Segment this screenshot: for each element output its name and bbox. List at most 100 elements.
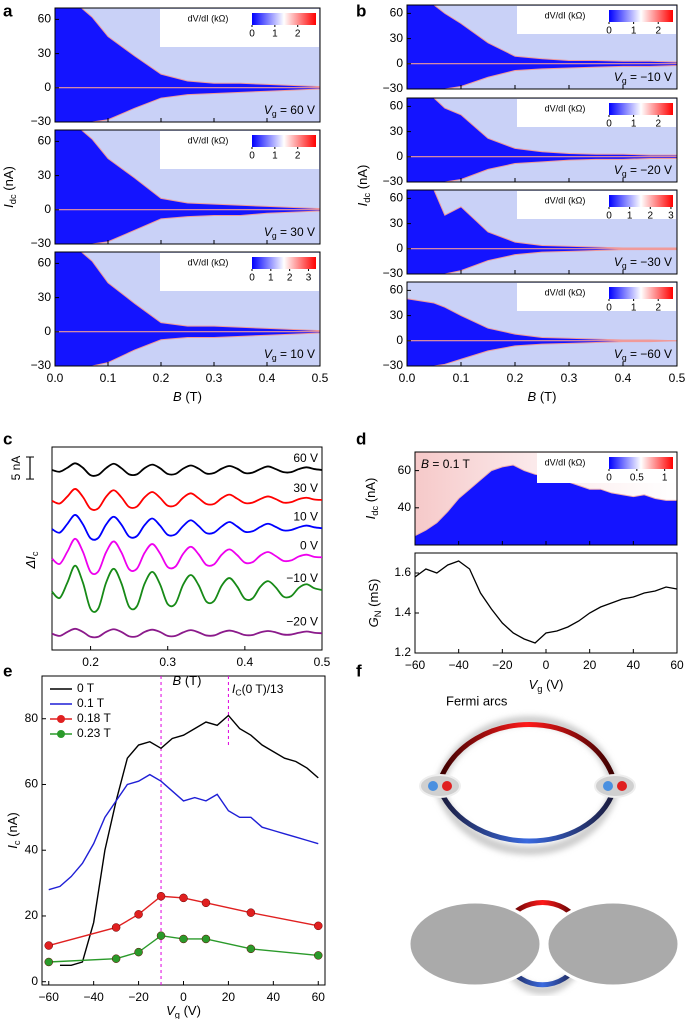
- label-part: g: [272, 109, 277, 119]
- legend-label: 0.1 T: [77, 696, 105, 710]
- y-tick-label: 1.4: [394, 605, 411, 619]
- y-axis-label: ΔIc: [23, 551, 40, 569]
- legend-marker: [57, 730, 65, 738]
- y-tick-label: 60: [398, 463, 412, 477]
- label-part: (V): [180, 1003, 201, 1018]
- plot-frame: [54, 7, 321, 123]
- label-part: V: [264, 103, 273, 117]
- plot-frame: [414, 552, 678, 654]
- label-part: = 60 V: [277, 103, 315, 117]
- x-tick-label: 0.5: [312, 371, 329, 385]
- series-label: −20 V: [286, 614, 318, 628]
- label-part: (T): [536, 389, 556, 404]
- annotation: Vg = −30 V: [614, 255, 672, 271]
- colorbar-tick-label: 0: [606, 473, 612, 484]
- label-part: = −60 V: [627, 347, 672, 361]
- panel-label: a: [3, 1, 13, 20]
- colorbar-tick-label: 1: [272, 151, 278, 162]
- annotation: B = 0.1 T: [421, 457, 470, 471]
- annotation: Vg = −20 V: [614, 163, 672, 179]
- y-tick-label: 30: [390, 308, 404, 322]
- delta-ic-curve: [51, 627, 323, 639]
- y-tick-label: 0: [44, 202, 51, 216]
- label-part: = 30 V: [277, 225, 315, 239]
- x-tick-label: 0.0: [399, 371, 416, 385]
- y-tick-label: 60: [25, 777, 39, 791]
- x-tick-label: 60: [312, 990, 326, 1004]
- colorbar-tick-label: 2: [655, 119, 661, 130]
- colorbar-tick-label: 0: [249, 151, 255, 162]
- colorbar-tick-label: 0.5: [630, 473, 644, 484]
- ic-line: [59, 714, 319, 966]
- y-tick-label: 20: [25, 908, 39, 922]
- ic-marker: [179, 934, 188, 944]
- x-tick-label: 20: [583, 658, 597, 672]
- colorbar-tick-label: 0: [249, 273, 255, 284]
- x-tick-label: 0.5: [669, 371, 685, 385]
- x-tick-label: 0.0: [47, 371, 64, 385]
- legend-label: 0 T: [77, 681, 95, 695]
- label-part: I: [363, 515, 378, 519]
- colorbar-tick-label: 0: [249, 29, 255, 40]
- colorbar-tick-label: 0: [606, 303, 612, 314]
- colorbar-tick-label: 1: [631, 26, 637, 37]
- x-tick-label: 0.3: [159, 655, 176, 669]
- colorbar: [609, 287, 673, 299]
- label-part: (T): [181, 673, 201, 688]
- colorbar: [609, 103, 673, 115]
- plot-frame: [406, 97, 678, 183]
- colorbar: [252, 135, 316, 147]
- weyl-node: [442, 781, 452, 791]
- scale-bar-label: 5 nA: [9, 456, 23, 481]
- label-part: (V): [542, 677, 563, 692]
- x-tick-label: 0: [543, 658, 550, 672]
- annotation: Vg = 60 V: [264, 103, 315, 119]
- y-tick-label: −30: [383, 266, 404, 280]
- label-part: g: [537, 684, 542, 694]
- ic-marker: [156, 891, 166, 901]
- x-tick-label: −20: [492, 658, 513, 672]
- y-tick-label: 30: [38, 290, 52, 304]
- weyl-pocket: [419, 774, 461, 798]
- y-tick-label: 30: [38, 168, 52, 182]
- colorbar-tick-label: 2: [648, 211, 654, 222]
- colorbar-tick-label: 0: [606, 211, 612, 222]
- x-tick-label: −40: [83, 990, 104, 1004]
- y-tick-label: 60: [38, 256, 52, 270]
- colorbar: [252, 257, 316, 269]
- label-part: dc: [362, 193, 372, 203]
- x-axis-label: B (T): [173, 389, 202, 404]
- delta-ic-curve: [51, 514, 323, 541]
- label-part: g: [622, 76, 627, 86]
- colorbar-label: dV/dI (kΩ): [188, 13, 229, 23]
- x-tick-label: 20: [222, 990, 236, 1004]
- label-part: = 10 V: [277, 347, 315, 361]
- x-tick-label: 0.5: [314, 655, 331, 669]
- x-tick-label: 0.1: [100, 371, 117, 385]
- fermi-arc-bottom: [437, 788, 617, 844]
- x-axis-label: B (T): [173, 673, 202, 688]
- colorbar-tick-label: 2: [295, 29, 301, 40]
- y-tick-label: 40: [25, 842, 39, 856]
- colorbar-tick-label: 1: [268, 273, 274, 284]
- x-axis-label: Vg (V): [529, 677, 564, 694]
- plot-frame: [406, 281, 678, 367]
- x-tick-label: 0.1: [453, 371, 470, 385]
- colorbar-tick-label: 1: [631, 119, 637, 130]
- label-part: C: [235, 688, 241, 698]
- label-part: V: [614, 70, 623, 84]
- plot-frame: [406, 189, 678, 275]
- label-part: = 0.1 T: [429, 457, 470, 471]
- ic-marker: [111, 923, 121, 932]
- colorbar: [609, 10, 673, 22]
- label-part: B: [173, 389, 182, 404]
- colorbar-tick-label: 2: [655, 26, 661, 37]
- weyl-node: [603, 781, 613, 791]
- ic-marker: [44, 957, 53, 967]
- x-tick-label: 60: [670, 658, 684, 672]
- colorbar-label: dV/dI (kΩ): [545, 287, 586, 297]
- weyl-node: [617, 781, 627, 791]
- label-part: c: [30, 551, 40, 556]
- ic-marker: [111, 954, 121, 963]
